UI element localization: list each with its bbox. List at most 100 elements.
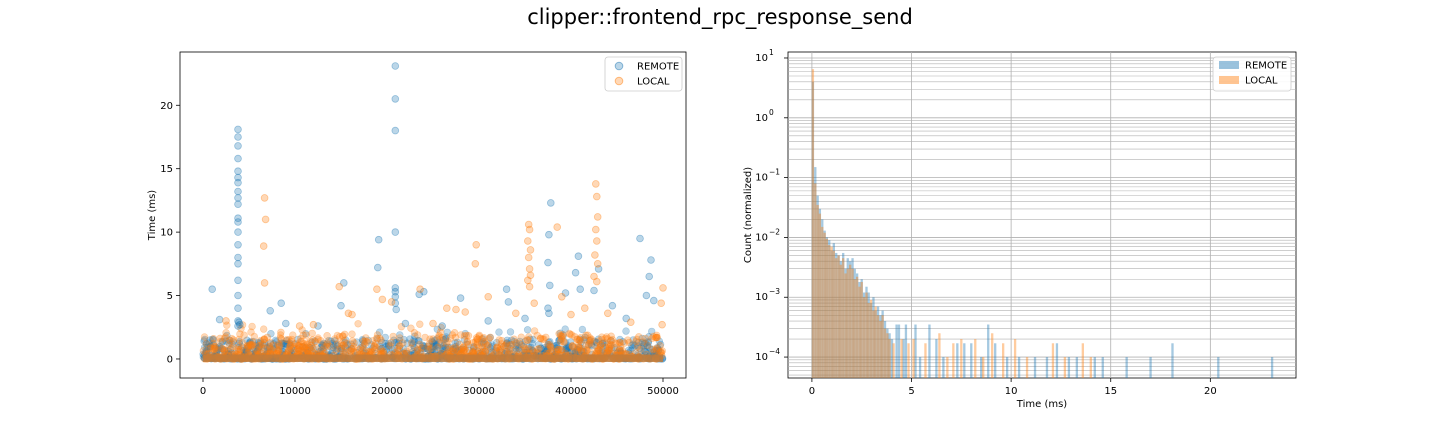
scatter-band-point xyxy=(278,347,286,355)
scatter-band-point xyxy=(348,337,357,345)
scatter-band-point xyxy=(285,340,293,348)
histogram-bar-local xyxy=(825,238,828,378)
scatter-band-point xyxy=(525,343,533,351)
scatter-band-point xyxy=(431,336,439,345)
scatter-band-point xyxy=(234,345,242,354)
scatter-band-point xyxy=(303,340,311,349)
scatter-band-point xyxy=(418,344,426,352)
scatter-band-point xyxy=(286,341,294,349)
scatter-band-point xyxy=(582,341,591,349)
scatter-band-point xyxy=(214,344,222,352)
scatter-band-point xyxy=(290,340,298,348)
histogram-bar-local xyxy=(1025,357,1029,378)
scatter-band-point xyxy=(269,340,278,348)
scatter-band-point xyxy=(359,337,367,345)
scatter-band-point xyxy=(606,340,615,348)
scatter-band-point xyxy=(640,339,649,348)
scatter-band-point xyxy=(639,338,647,346)
scatter-point-remote xyxy=(642,291,651,300)
histogram-bar-local xyxy=(853,279,856,378)
scatter-band-point xyxy=(250,332,259,341)
scatter-legend-marker xyxy=(614,76,624,86)
scatter-band-point xyxy=(533,331,541,340)
scatter-band-point xyxy=(461,329,469,338)
scatter-band-point xyxy=(580,336,589,344)
scatter-band-point xyxy=(364,336,372,345)
scatter-band-point xyxy=(457,331,465,339)
scatter-band-point xyxy=(253,347,262,355)
scatter-band-point xyxy=(302,331,310,339)
scatter-point-remote xyxy=(234,133,242,141)
scatter-band-point xyxy=(358,335,367,344)
histogram-bar-remote xyxy=(956,343,959,378)
scatter-point-remote xyxy=(234,276,242,285)
scatter-band-point xyxy=(396,331,404,339)
scatter-point-remote xyxy=(234,304,242,313)
scatter-band-point xyxy=(216,337,225,346)
scatter-band-point xyxy=(578,325,587,334)
scatter-band-point xyxy=(544,341,552,349)
scatter-band-point xyxy=(462,331,471,340)
scatter-legend: REMOTE LOCAL xyxy=(604,56,683,92)
scatter-band-point xyxy=(562,346,570,354)
scatter-band-point xyxy=(568,343,577,351)
scatter-band-point xyxy=(260,325,268,333)
scatter-band-point xyxy=(554,336,563,345)
scatter-band-point xyxy=(355,346,363,354)
scatter-band-point xyxy=(477,342,486,350)
scatter-band-point xyxy=(235,335,243,344)
histogram-y-tick-label: 10 xyxy=(755,352,768,363)
scatter-band-point xyxy=(561,325,569,333)
scatter-band-point xyxy=(523,336,531,344)
scatter-band-point xyxy=(346,347,355,355)
scatter-band-point xyxy=(469,345,478,353)
scatter-band-point xyxy=(263,343,271,352)
histogram-bar-remote xyxy=(935,339,938,378)
scatter-band-point xyxy=(573,346,582,354)
scatter-band-point xyxy=(410,329,419,337)
scatter-band-point xyxy=(526,335,534,343)
scatter-band-point xyxy=(647,327,656,336)
scatter-band-point xyxy=(558,332,567,340)
scatter-point-remote xyxy=(234,167,242,176)
scatter-band-point xyxy=(214,345,223,354)
scatter-band-point xyxy=(449,346,457,354)
scatter-band-point xyxy=(576,344,585,352)
scatter-band-point xyxy=(522,346,530,354)
scatter-band-point xyxy=(329,346,337,355)
scatter-band-point xyxy=(424,345,433,354)
scatter-band-point xyxy=(331,337,339,345)
scatter-band-point xyxy=(410,343,419,352)
scatter-band-point xyxy=(586,339,594,347)
scatter-band-point xyxy=(601,343,610,351)
scatter-band-point xyxy=(413,346,422,354)
scatter-band-point xyxy=(244,341,252,350)
scatter-band-point xyxy=(237,325,245,333)
scatter-point-local xyxy=(524,253,533,262)
scatter-band-point xyxy=(399,345,407,353)
histogram-bar-local xyxy=(946,357,949,378)
scatter-band-point xyxy=(403,339,411,347)
scatter-band-point xyxy=(492,338,501,347)
scatter-band-point xyxy=(377,345,385,353)
scatter-band-point xyxy=(312,343,320,352)
scatter-band-point xyxy=(652,331,661,339)
scatter-point-remote xyxy=(234,178,242,187)
scatter-band-point xyxy=(202,340,211,348)
scatter-band-point xyxy=(274,347,283,355)
scatter-band-point xyxy=(511,344,520,353)
scatter-band-point xyxy=(483,341,491,350)
scatter-band-point xyxy=(506,328,515,336)
scatter-band-point xyxy=(202,347,211,355)
scatter-band-point xyxy=(428,346,436,354)
scatter-band-point xyxy=(210,341,218,349)
scatter-band-point xyxy=(438,334,446,342)
scatter-band-point xyxy=(218,338,226,346)
scatter-band-point xyxy=(207,344,215,352)
scatter-point-local xyxy=(260,279,269,287)
scatter-band-point xyxy=(459,343,468,351)
scatter-band-point xyxy=(301,345,309,353)
scatter-band-point xyxy=(317,337,325,345)
scatter-band-point xyxy=(596,341,605,349)
